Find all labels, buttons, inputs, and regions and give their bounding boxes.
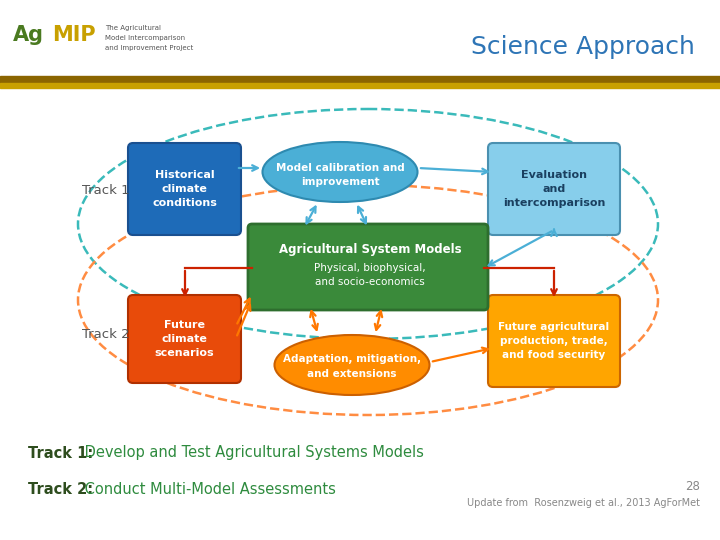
Text: Adaptation, mitigation,: Adaptation, mitigation,	[283, 354, 421, 364]
Text: and Improvement Project: and Improvement Project	[105, 45, 193, 51]
Text: Track 2: Track 2	[82, 327, 130, 341]
Text: Physical, biophysical,: Physical, biophysical,	[314, 263, 426, 273]
Text: Conduct Multi-Model Assessments: Conduct Multi-Model Assessments	[80, 483, 336, 497]
Text: Track 1:: Track 1:	[28, 446, 94, 461]
Text: Model Intercomparison: Model Intercomparison	[105, 35, 185, 41]
Text: Science Approach: Science Approach	[471, 35, 695, 59]
Text: and extensions: and extensions	[307, 369, 397, 379]
Text: and socio-economics: and socio-economics	[315, 277, 425, 287]
FancyBboxPatch shape	[488, 295, 620, 387]
Text: Future agricultural
production, trade,
and food security: Future agricultural production, trade, a…	[498, 322, 610, 360]
FancyBboxPatch shape	[128, 143, 241, 235]
FancyBboxPatch shape	[488, 143, 620, 235]
Bar	[0, 83, 720, 88]
Text: Model calibration and: Model calibration and	[276, 163, 405, 173]
Ellipse shape	[274, 335, 430, 395]
Text: Agricultural System Models: Agricultural System Models	[279, 244, 462, 256]
Text: The Agricultural: The Agricultural	[105, 25, 161, 31]
Text: 28: 28	[685, 481, 700, 494]
Text: Update from  Rosenzweig et al., 2013 AgForMet: Update from Rosenzweig et al., 2013 AgFo…	[467, 498, 700, 508]
FancyBboxPatch shape	[128, 295, 241, 383]
Ellipse shape	[263, 142, 418, 202]
FancyBboxPatch shape	[248, 224, 488, 310]
Text: Track 2:: Track 2:	[28, 483, 93, 497]
Text: Evaluation
and
intercomparison: Evaluation and intercomparison	[503, 170, 606, 208]
Text: improvement: improvement	[301, 177, 379, 187]
Text: Track 1: Track 1	[82, 184, 130, 197]
Text: Historical
climate
conditions: Historical climate conditions	[152, 170, 217, 208]
Text: MIP: MIP	[52, 25, 96, 45]
Text: Future
climate
scenarios: Future climate scenarios	[155, 320, 215, 358]
Bar	[0, 76, 720, 83]
Text: Develop and Test Agricultural Systems Models: Develop and Test Agricultural Systems Mo…	[80, 446, 424, 461]
Text: Ag: Ag	[13, 25, 44, 45]
